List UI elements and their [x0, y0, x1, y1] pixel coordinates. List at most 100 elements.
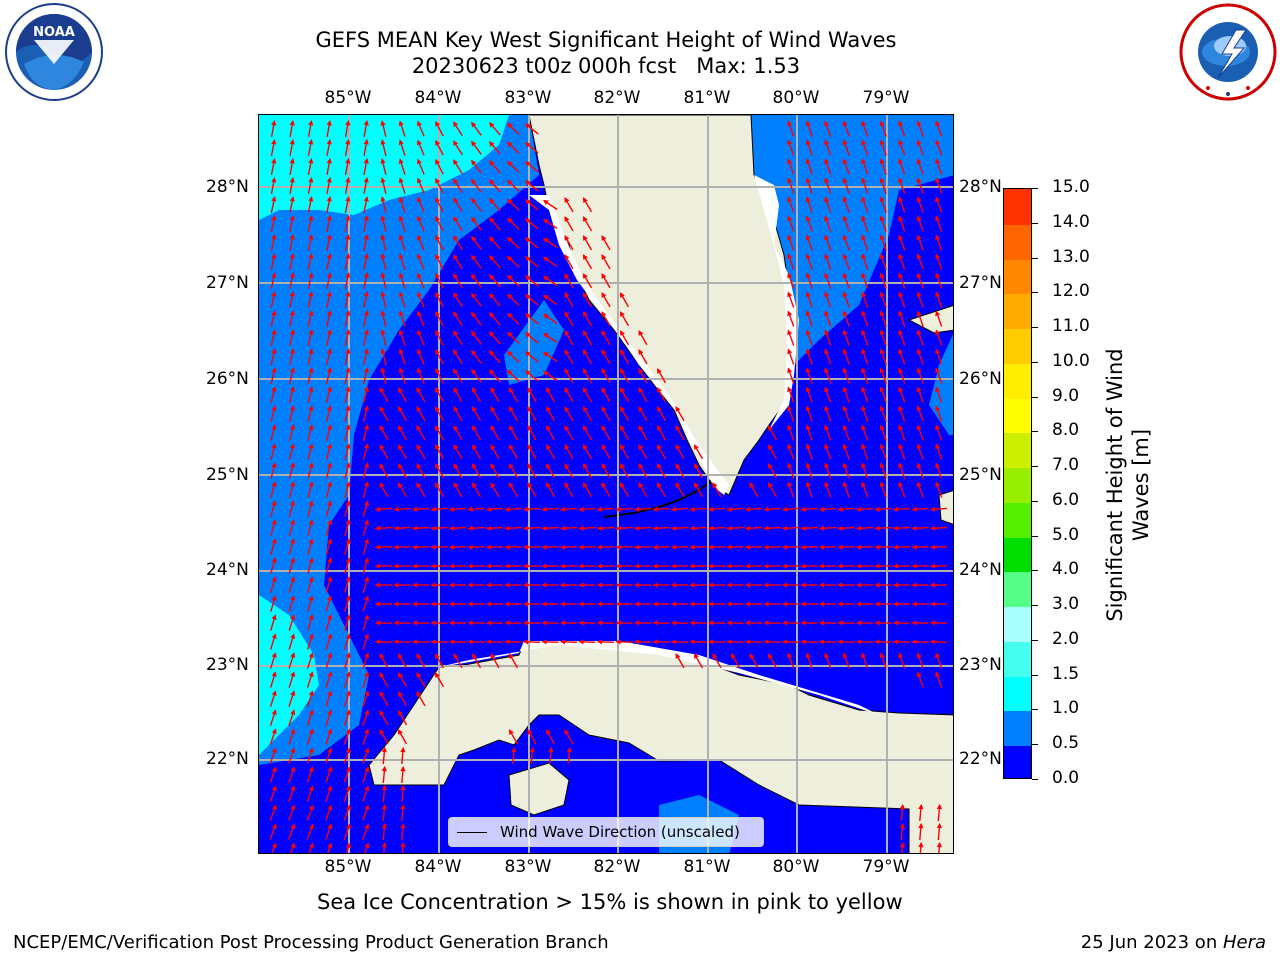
- lon-label: 79°W: [862, 88, 910, 108]
- wave-arrow-head: [522, 601, 529, 607]
- wave-arrow-head: [397, 387, 403, 393]
- wave-arrow-head: [434, 387, 440, 393]
- wave-arrow-head: [615, 506, 621, 512]
- title-line-1: GEFS MEAN Key West Significant Height of…: [315, 28, 897, 52]
- wave-arrow-head: [541, 601, 547, 607]
- wave-arrow-head: [527, 425, 533, 431]
- wave-arrow-head: [327, 633, 333, 640]
- wave-arrow-head: [824, 158, 830, 165]
- wave-arrow-head: [638, 463, 644, 469]
- wave-arrow-head: [707, 601, 714, 607]
- wave-arrow-head: [364, 709, 370, 716]
- wave-arrow-head: [749, 482, 755, 488]
- wave-arrow-head: [490, 406, 496, 412]
- wave-arrow-head: [434, 406, 440, 412]
- wave-arrow-head: [271, 348, 277, 354]
- wave-arrow-head: [805, 652, 811, 659]
- wave-arrow-head: [726, 506, 732, 512]
- wave-arrow-head: [541, 506, 547, 512]
- wave-arrow-head: [345, 120, 351, 126]
- wave-arrow-head: [345, 196, 351, 202]
- lon-label: 82°W: [593, 857, 641, 877]
- wave-arrow-head: [380, 196, 386, 202]
- wave-arrow-head: [435, 215, 441, 222]
- wave-arrow-head: [364, 747, 370, 754]
- wave-arrow-head: [670, 544, 677, 550]
- wave-arrow-head: [824, 310, 830, 317]
- wave-arrow-head: [308, 272, 314, 278]
- wave-arrow-head: [874, 525, 880, 531]
- wave-arrow-head: [805, 196, 811, 203]
- wave-arrow-head: [345, 462, 351, 468]
- wave-arrow-head: [564, 444, 570, 450]
- wave-arrow-head: [506, 198, 513, 205]
- wave-arrow-head: [363, 462, 370, 468]
- wave-arrow-head: [308, 519, 314, 525]
- wave-arrow-head: [308, 348, 314, 354]
- wave-arrow-head: [504, 601, 510, 607]
- wave-arrow-head: [564, 463, 570, 469]
- wave-arrow-head: [524, 123, 531, 129]
- wave-arrow-head: [508, 482, 514, 488]
- wave-arrow-head: [400, 841, 406, 848]
- wave-arrow-head: [364, 823, 370, 830]
- nws-logo: [1178, 2, 1278, 102]
- lon-label: 83°W: [504, 857, 552, 877]
- wave-arrow-head: [582, 330, 588, 336]
- wave-arrow-head: [397, 444, 403, 450]
- wave-arrow-head: [327, 842, 333, 849]
- wave-arrow-head: [781, 620, 788, 626]
- wave-arrow-head: [787, 348, 793, 355]
- wave-arrow-head: [619, 349, 625, 355]
- wave-arrow-head: [393, 544, 399, 550]
- wave-arrow-head: [364, 652, 370, 659]
- wave-arrow-head: [345, 538, 351, 544]
- wave-arrow-head: [879, 652, 885, 659]
- wave-arrow-head: [506, 160, 513, 167]
- wave-arrow-head: [615, 620, 621, 626]
- water-mid-east: [751, 115, 953, 370]
- wave-arrow-head: [271, 120, 277, 126]
- wave-arrow-head: [527, 387, 533, 393]
- wave-arrow-head: [430, 582, 436, 588]
- wave-arrow-head: [453, 368, 459, 375]
- wave-arrow-head: [767, 482, 773, 488]
- wave-arrow-head: [874, 506, 880, 512]
- wave-arrow-head: [289, 424, 296, 430]
- wave-arrow-head: [271, 785, 277, 792]
- wave-arrow-head: [656, 482, 662, 488]
- wave-arrow-head: [898, 253, 904, 260]
- colorbar-title: Significant Height of Wind Waves [m]: [1103, 348, 1153, 622]
- wave-arrow-head: [582, 235, 588, 241]
- wave-arrow-head: [916, 671, 922, 678]
- wave-arrow-head: [763, 544, 769, 550]
- wave-arrow-head: [345, 500, 351, 506]
- colorbar-tick-mark: [1032, 431, 1038, 433]
- wave-arrow-head: [363, 253, 369, 259]
- wave-arrow-head: [308, 842, 314, 849]
- wave-arrow-head: [619, 368, 625, 374]
- wave-arrow-head: [504, 506, 510, 512]
- wave-arrow-head: [675, 653, 681, 659]
- wave-arrow-head: [374, 601, 381, 607]
- wave-arrow-head: [675, 444, 681, 450]
- wave-arrow-head: [364, 614, 370, 621]
- wave-arrow-head: [271, 633, 277, 640]
- wave-arrow-head: [582, 216, 588, 222]
- wave-arrow-head: [308, 462, 314, 468]
- wave-arrow-head: [289, 120, 295, 126]
- wave-arrow-head: [899, 822, 905, 829]
- wave-arrow-head: [453, 444, 459, 450]
- sea-ice-note: Sea Ice Concentration > 15% is shown in …: [317, 890, 903, 914]
- wave-arrow-head: [787, 120, 793, 127]
- wave-arrow-head: [601, 254, 607, 260]
- colorbar-tick-mark: [1032, 466, 1038, 468]
- wave-arrow-head: [380, 139, 386, 145]
- wave-arrow-head: [271, 176, 277, 183]
- wave-arrow-head: [374, 639, 381, 645]
- colorbar-band: [1004, 189, 1031, 225]
- wave-arrow-head: [471, 425, 477, 431]
- noaa-text: NOAA: [33, 25, 75, 40]
- wave-arrow-head: [675, 482, 681, 488]
- wave-arrow-head: [929, 544, 936, 550]
